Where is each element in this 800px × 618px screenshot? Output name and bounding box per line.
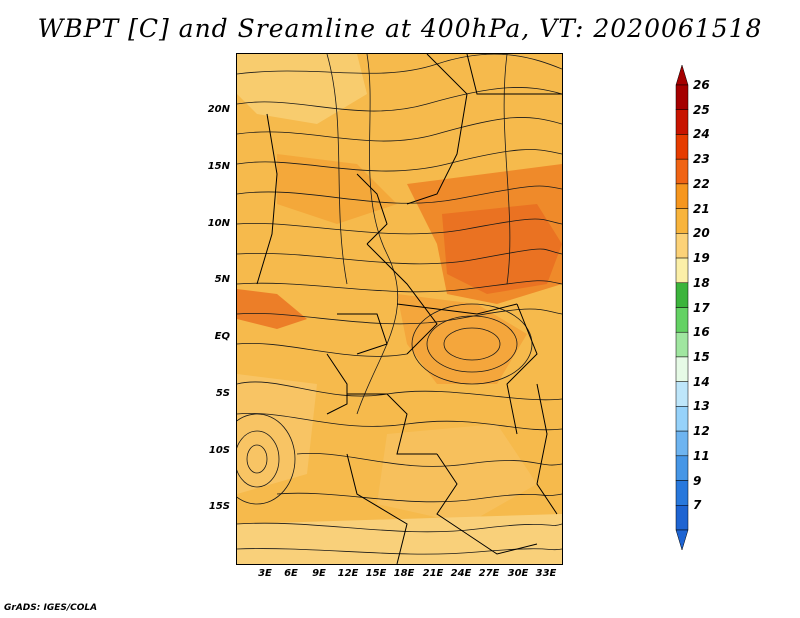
country-boundaries [256,54,562,564]
colorbar-label: 13 [693,399,710,414]
southern-cool-region [377,424,537,524]
colorbar-segment [675,505,689,531]
colorbar-label: 24 [693,127,710,142]
colorbar-segment [675,356,689,382]
colorbar-segment [675,282,689,308]
colorbar-bottom-arrow [675,529,689,551]
lon-label-3e: 3E [258,568,272,579]
colorbar-segment [675,307,689,333]
lon-label-15e: 15E [365,568,387,579]
colorbar-label: 23 [693,152,710,167]
lat-label-eq: EQ [214,331,230,342]
colorbar-label: 12 [693,424,710,439]
colorbar-label: 21 [693,201,710,216]
colorbar-label: 9 [693,473,702,488]
colorbar-label: 19 [693,251,710,266]
lon-label-9e: 9E [312,568,326,579]
colorbar-segment [675,257,689,284]
colorbar-segment [675,331,689,358]
colorbar-label: 26 [693,78,710,92]
hot-region-gulf [237,289,307,329]
map-title: WBPT [C] and Sreamline at 400hPa, VT: 20… [37,14,763,43]
colorbar-label: 25 [693,102,710,117]
lon-label-24e: 24E [450,568,472,579]
colorbar-segment [675,134,689,160]
colorbar-label: 7 [693,498,702,513]
wbpt-field [237,54,562,564]
colorbar-label: 17 [693,300,710,315]
colorbar-segment [675,183,689,209]
colorbar-segment [675,109,689,135]
lat-label-10n: 10N [207,218,230,229]
footer-credit: GrADS: IGES/COLA [4,603,98,613]
colorbar-label: 18 [693,275,710,290]
colorbar-segment [675,480,689,506]
colorbar-label: 15 [693,349,710,364]
colorbar-label: 14 [693,374,710,389]
colorbar-segment [675,233,689,259]
warm-region-west [277,154,397,224]
colorbar-segment [675,430,689,457]
colorbar-segment [675,406,689,432]
colorbar-segment [675,381,689,407]
colorbar-segment [675,84,689,110]
south-atlantic-cool [237,374,317,494]
lat-label-15n: 15N [207,161,230,172]
lat-label-5n: 5N [214,274,230,285]
colorbar-top-arrow [675,64,689,86]
map-panel [236,53,563,565]
lon-label-6e: 6E [284,568,298,579]
colorbar-segment [675,158,689,185]
lon-label-33e: 33E [535,568,557,579]
lon-label-30e: 30E [507,568,529,579]
colorbar-segment [675,455,689,481]
hot-core-northeast [442,204,562,294]
lon-label-27e: 27E [478,568,500,579]
colorbar-label: 20 [693,226,710,241]
colorbar-segment [675,208,689,234]
colorbar [675,64,689,551]
colorbar-label: 22 [693,176,710,191]
lat-label-15s: 15S [208,501,230,512]
colorbar-segments [675,64,689,551]
lon-label-12e: 12E [337,568,359,579]
lat-label-20n: 20N [207,104,230,115]
colorbar-label: 11 [693,448,710,463]
lat-label-10s: 10S [208,445,230,456]
lat-label-5s: 5S [215,388,230,399]
lon-label-18e: 18E [393,568,415,579]
lon-label-21e: 21E [422,568,444,579]
colorbar-label: 16 [693,325,710,340]
warm-region-lakes [397,294,527,384]
